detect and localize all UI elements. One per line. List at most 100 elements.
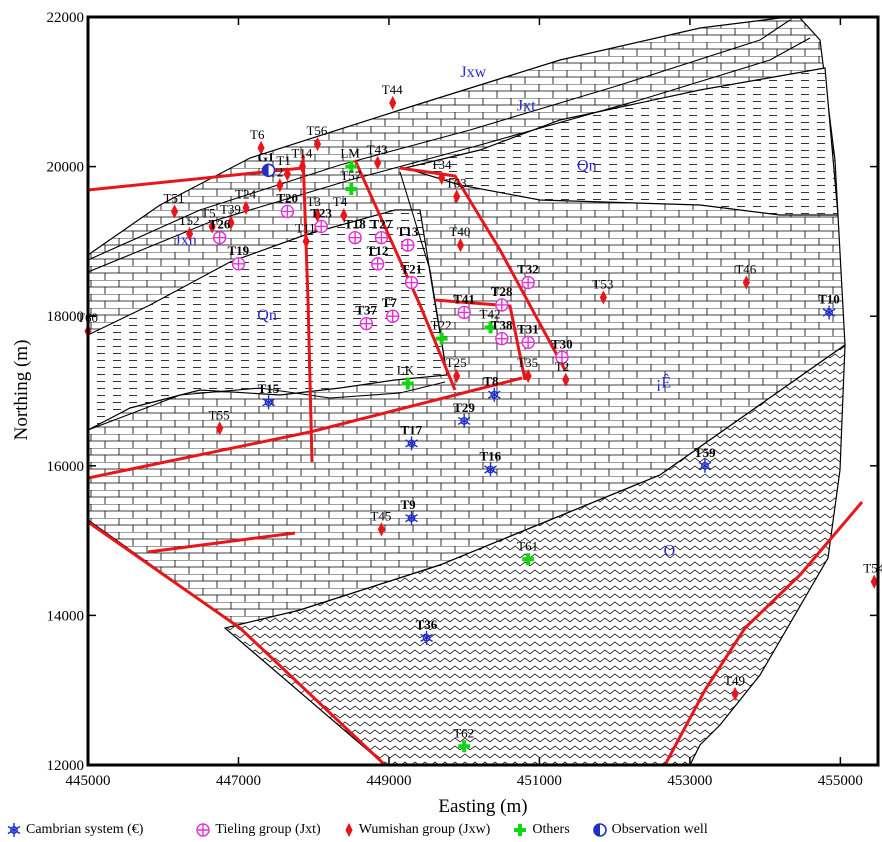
well-tieling-marker <box>521 275 535 290</box>
well-label: T19 <box>227 243 249 258</box>
well-cambrian-marker <box>262 395 275 410</box>
well-label: T3 <box>306 194 320 209</box>
well-label: T44 <box>382 82 403 97</box>
well-label: T37 <box>355 303 377 318</box>
well-tieling-marker <box>212 230 227 245</box>
legend-wumishan-label: Wumishan group (Jxw) <box>358 822 491 837</box>
ordovician-area <box>223 343 846 765</box>
well-others-marker <box>458 740 471 753</box>
fault-line <box>399 166 567 371</box>
well-label: T26 <box>209 217 231 232</box>
well-others-marker <box>484 321 497 334</box>
well-cambrian-marker <box>405 511 418 526</box>
well-label: T8 <box>483 374 499 389</box>
well-label: T40 <box>449 224 470 239</box>
well-tieling-marker <box>495 331 509 346</box>
well-label: T5 <box>201 205 215 220</box>
well-label: T56 <box>306 123 327 138</box>
unit-labels: Jxw Jxt Qn Jxh Qn ¡Ê O <box>175 64 676 560</box>
well-label: T61 <box>517 538 538 553</box>
unit-label: Jxw <box>460 64 486 81</box>
fault-line <box>88 520 387 765</box>
well-label: T46 <box>735 262 756 277</box>
well-cambrian-marker <box>420 630 433 645</box>
well-label: T2 <box>555 359 569 374</box>
well-tieling-marker <box>314 219 328 234</box>
well-label: G1 <box>258 149 275 164</box>
well-tieling-marker <box>359 316 374 331</box>
x-tick-label: 445000 <box>66 773 111 789</box>
well-cambrian-marker <box>698 458 712 473</box>
wumishan-icon <box>345 822 353 838</box>
boundary-line <box>88 37 811 273</box>
well-wumishan-marker <box>298 159 306 174</box>
well-wumishan-marker <box>313 137 322 152</box>
well-tieling-marker <box>495 298 509 312</box>
legend-others-label: Others <box>532 822 570 837</box>
well-wumishan-marker <box>208 219 216 234</box>
well-label: T20 <box>276 190 298 205</box>
well-wumishan-marker <box>186 226 194 242</box>
well-wumishan-marker <box>562 372 570 387</box>
well-cambrian-marker <box>484 462 497 477</box>
well-label: T51 <box>164 190 185 205</box>
fault-line <box>353 159 457 391</box>
well-tieling-marker <box>374 230 389 245</box>
tieling-icon <box>196 823 211 837</box>
legend-observation-label: Observation well <box>611 822 708 837</box>
x-axis-title: Easting (m) <box>438 796 527 817</box>
y-tick-label: 16000 <box>47 459 85 475</box>
well-wumishan-marker <box>731 686 739 702</box>
well-others-marker <box>522 553 535 566</box>
well-label: T32 <box>517 262 539 277</box>
well-cambrian-marker <box>457 413 471 428</box>
well-label: T11 <box>295 220 315 235</box>
well-label: T25 <box>446 355 467 370</box>
axis-ticks: 445000 447000 449000 451000 453000 455000 1200… <box>47 10 878 789</box>
unit-label: Jxt <box>517 98 536 115</box>
well-tieling-marker <box>457 305 471 320</box>
well-label: T42 <box>480 306 501 321</box>
y-tick-label: 20000 <box>47 160 85 176</box>
fault-line <box>301 154 314 463</box>
x-tick-label: 451000 <box>517 773 562 789</box>
boundary-line <box>88 381 446 431</box>
others-icon <box>514 824 527 836</box>
well-label: T17 <box>401 422 423 437</box>
well-wumishan-marker <box>438 170 446 185</box>
cambrian-icon <box>7 823 21 837</box>
well-tieling-marker <box>370 257 385 271</box>
map-frame <box>86 15 880 767</box>
well-label: T34 <box>431 157 452 172</box>
legend-tieling: Tieling group (Jxt) <box>195 822 321 838</box>
well-cambrian-marker <box>405 436 418 451</box>
well-label: T59 <box>694 445 716 460</box>
well-label: T4 <box>333 194 348 209</box>
well-label: T30 <box>551 336 573 351</box>
well-label: T35 <box>517 355 538 370</box>
well-wumishan-marker <box>524 368 532 384</box>
x-tick-label: 455000 <box>818 773 863 789</box>
well-tieling-marker <box>386 309 400 323</box>
unit-label: O <box>664 543 676 560</box>
unit-label: Qn <box>577 157 597 174</box>
well-label: T52 <box>179 213 200 228</box>
well-label: T53 <box>592 277 613 292</box>
well-label: T62 <box>453 725 474 740</box>
well-observation-marker <box>261 163 276 178</box>
well-wumishan-marker <box>374 155 382 170</box>
legend-tieling-label: Tieling group (Jxt) <box>215 822 321 837</box>
fault-line <box>147 531 296 554</box>
well-tieling-marker <box>555 350 569 365</box>
well-tieling-marker <box>348 230 362 245</box>
well-wumishan-marker <box>870 574 878 589</box>
fault-line <box>88 376 523 480</box>
legend-cambrian: Cambrian system (€) <box>6 822 143 838</box>
well-wumishan-marker <box>340 208 348 223</box>
well-wumishan-marker <box>276 178 284 193</box>
well-label: T16 <box>480 449 502 464</box>
unit-label: Qn <box>257 307 277 324</box>
fault-line <box>663 501 864 765</box>
x-tick-label: 449000 <box>366 773 411 789</box>
